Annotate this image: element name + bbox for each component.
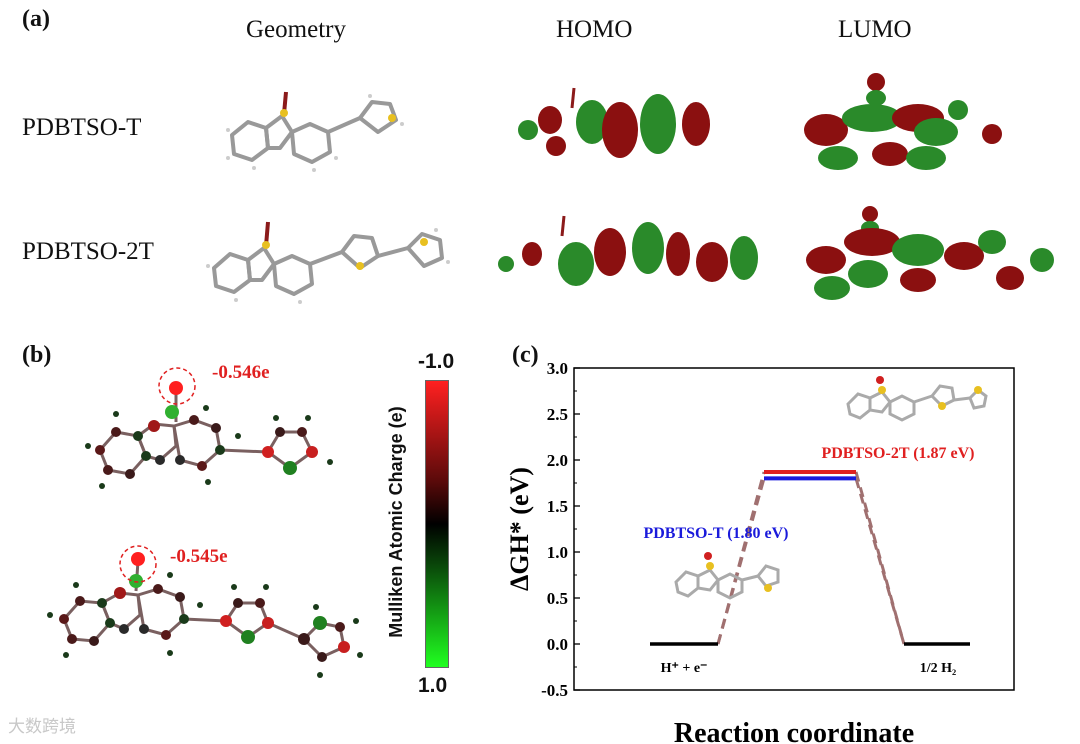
column-header-lumo: LUMO	[838, 16, 912, 43]
y-tick-label: 1.0	[547, 543, 568, 562]
panel-b-label: (b)	[22, 342, 52, 368]
charge-map-pdbtso-t	[80, 370, 350, 500]
y-tick-label: 3.0	[547, 359, 568, 378]
homo-pdbtso-2t-image	[488, 208, 778, 308]
y-tick-label: 0.0	[547, 635, 568, 654]
geometry-pdbtso-2t-image	[200, 208, 470, 308]
column-header-geometry: Geometry	[246, 16, 346, 43]
panel-c-label: (c)	[512, 342, 539, 368]
state-label-final: 1/2 H₂	[920, 661, 956, 676]
connector-line-1-a	[716, 471, 766, 645]
charge-label-pdbtso-t: -0.546e	[212, 362, 270, 383]
inset-pdbtso-2t-molecule	[840, 372, 990, 432]
series-label-pdbtso-2t: PDBTSO-2T (1.87 eV)	[821, 445, 974, 462]
y-axis-label: ΔGH* (eV)	[505, 467, 534, 591]
connector-line-1-b	[854, 471, 906, 645]
y-tick-label: 2.0	[547, 451, 568, 470]
row-label-pdbtso-t: PDBTSO-T	[22, 114, 142, 141]
homo-pdbtso-t-image	[508, 80, 718, 170]
highlight-circle-1	[158, 367, 196, 405]
y-tick-label: 1.5	[547, 497, 568, 516]
colorbar-top-tick: -1.0	[418, 350, 455, 373]
free-energy-chart: -0.5 0.0 0.5 1.0 1.5 2.0 2.5 3.0 ΔGH* (eV) Reacti…	[505, 359, 1015, 744]
x-axis-label: Reaction coordinate	[674, 718, 914, 744]
y-tick-label: 2.5	[547, 405, 568, 424]
series-label-pdbtso-t: PDBTSO-T (1.80 eV)	[643, 525, 788, 542]
inset-pdbtso-t-molecule	[668, 546, 788, 610]
charge-label-pdbtso-2t: -0.545e	[170, 546, 228, 567]
y-tick-label: -0.5	[541, 681, 568, 700]
row-label-pdbtso-2t: PDBTSO-2T	[22, 238, 154, 265]
y-tick-label: 0.5	[547, 589, 568, 608]
highlight-circle-2	[119, 545, 157, 583]
charge-map-pdbtso-2t	[40, 545, 370, 695]
panel-a-label: (a)	[22, 6, 50, 32]
colorbar-bottom-tick: 1.0	[418, 674, 448, 697]
watermark: 大数跨境	[8, 717, 76, 737]
lumo-pdbtso-2t-image	[796, 200, 1066, 310]
lumo-pdbtso-t-image	[796, 70, 1016, 180]
state-label-initial: H⁺ + e⁻	[661, 661, 708, 676]
column-header-homo: HOMO	[556, 16, 633, 43]
colorbar-title: Mulliken Atomic Charge (e)	[386, 406, 406, 638]
geometry-pdbtso-t-image	[220, 80, 430, 180]
colorbar	[425, 380, 449, 668]
connector-line-0-b	[854, 477, 906, 645]
